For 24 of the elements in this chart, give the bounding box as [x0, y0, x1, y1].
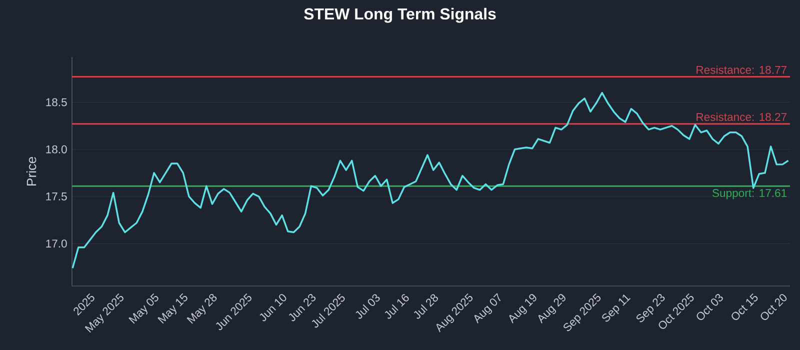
y-tick-label: 18.0	[46, 145, 67, 154]
x-tick-label: Oct 03	[696, 294, 723, 320]
x-tick-label: May 05	[128, 293, 158, 324]
x-tick-label: Jun 23	[288, 294, 316, 322]
ref-line-label: Resistance: 18.27	[696, 112, 786, 121]
x-tick-label: Oct 15	[732, 293, 758, 320]
x-tick-label: Jul 28	[414, 294, 438, 319]
y-tick-label: 18.5	[46, 98, 67, 106]
x-tick-label: Oct 20	[760, 294, 787, 320]
y-axis-title: Price	[26, 156, 36, 186]
x-tick-label: Aug 07	[474, 293, 501, 324]
x-tick-label: Jul 03	[356, 294, 380, 319]
y-tick-label: 17.5	[46, 192, 67, 200]
x-tick-label: Jul 16	[384, 294, 409, 319]
x-tick-label: Jun 10	[260, 294, 286, 322]
x-tick-label: May 15	[158, 293, 188, 324]
x-tick-label: Aug 29	[538, 294, 566, 324]
x-tick-label: Aug 19	[509, 294, 536, 324]
ref-line-label: Resistance: 18.77	[696, 66, 786, 74]
x-tick-label: Sep 11	[602, 294, 631, 322]
y-tick-label: 17.0	[46, 240, 67, 248]
ref-line-label: Support: 17.61	[712, 189, 787, 200]
chart-title: STEW Long Term Signals	[304, 8, 496, 23]
x-tick-label: May 28	[186, 294, 217, 324]
